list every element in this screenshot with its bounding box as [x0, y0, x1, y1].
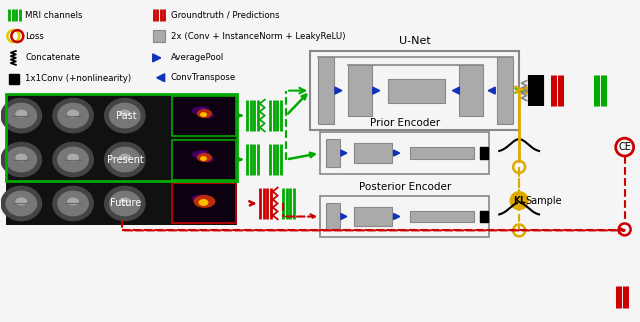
- Text: Groundtruth / Predictions: Groundtruth / Predictions: [171, 11, 279, 20]
- Text: Present: Present: [108, 155, 144, 165]
- Polygon shape: [488, 87, 495, 94]
- Bar: [354, 207, 392, 226]
- Polygon shape: [341, 213, 347, 220]
- Ellipse shape: [191, 107, 207, 115]
- Polygon shape: [341, 150, 347, 156]
- Ellipse shape: [200, 150, 209, 155]
- Ellipse shape: [200, 156, 207, 161]
- Bar: [410, 147, 474, 159]
- Ellipse shape: [202, 156, 214, 163]
- Ellipse shape: [202, 201, 214, 206]
- Bar: [6, 94, 237, 182]
- Ellipse shape: [57, 103, 89, 128]
- Bar: [172, 184, 236, 223]
- Ellipse shape: [109, 147, 141, 172]
- Text: Prior Encoder: Prior Encoder: [369, 118, 440, 128]
- Bar: [320, 196, 489, 237]
- Ellipse shape: [57, 147, 89, 172]
- Text: KL: KL: [513, 196, 525, 205]
- Bar: [10, 74, 19, 84]
- Ellipse shape: [15, 197, 28, 205]
- Ellipse shape: [52, 185, 94, 221]
- Bar: [320, 132, 489, 174]
- Text: ConvTranspose: ConvTranspose: [171, 73, 236, 82]
- Text: Posterior Encoder: Posterior Encoder: [358, 182, 451, 192]
- Bar: [173, 139, 236, 179]
- Polygon shape: [335, 87, 342, 94]
- Text: 1x1Conv (+nonlinearity): 1x1Conv (+nonlinearity): [26, 74, 131, 83]
- Text: Future: Future: [110, 198, 141, 208]
- Bar: [410, 211, 474, 223]
- Ellipse shape: [119, 154, 131, 162]
- Ellipse shape: [67, 154, 79, 162]
- Text: 2x (Conv + InstanceNorm + LeakyReLU): 2x (Conv + InstanceNorm + LeakyReLU): [171, 32, 345, 41]
- Ellipse shape: [104, 185, 146, 221]
- Ellipse shape: [104, 142, 146, 177]
- Bar: [318, 57, 334, 124]
- Text: U-Net: U-Net: [399, 36, 431, 46]
- Bar: [172, 96, 236, 136]
- Ellipse shape: [197, 109, 212, 118]
- Ellipse shape: [1, 142, 42, 177]
- Bar: [326, 203, 340, 231]
- Ellipse shape: [1, 185, 42, 221]
- Ellipse shape: [15, 154, 28, 162]
- Text: Concatenate: Concatenate: [26, 53, 80, 62]
- Ellipse shape: [200, 106, 209, 111]
- Circle shape: [510, 192, 528, 210]
- Ellipse shape: [200, 194, 209, 199]
- Bar: [388, 79, 445, 102]
- Bar: [348, 65, 372, 116]
- Ellipse shape: [193, 195, 216, 208]
- Text: Loss: Loss: [26, 32, 44, 41]
- Text: AveragePool: AveragePool: [171, 53, 224, 62]
- Polygon shape: [157, 74, 164, 82]
- Bar: [310, 51, 519, 130]
- Text: CE: CE: [618, 142, 631, 152]
- Ellipse shape: [5, 191, 37, 216]
- Ellipse shape: [109, 191, 141, 216]
- Ellipse shape: [202, 113, 214, 118]
- Ellipse shape: [191, 194, 207, 203]
- Polygon shape: [372, 87, 380, 94]
- Bar: [460, 65, 483, 116]
- Ellipse shape: [57, 191, 89, 216]
- Ellipse shape: [198, 199, 209, 206]
- Bar: [153, 30, 164, 42]
- Bar: [480, 211, 488, 223]
- Bar: [172, 139, 236, 179]
- Text: Sample: Sample: [525, 196, 563, 206]
- Ellipse shape: [191, 151, 207, 158]
- Text: Past: Past: [116, 110, 136, 120]
- Bar: [354, 143, 392, 163]
- Bar: [480, 147, 488, 159]
- Bar: [521, 87, 527, 93]
- Bar: [6, 94, 237, 225]
- Text: MRI channels: MRI channels: [26, 11, 83, 20]
- Bar: [497, 57, 513, 124]
- Ellipse shape: [119, 109, 131, 118]
- Ellipse shape: [104, 98, 146, 133]
- Ellipse shape: [5, 103, 37, 128]
- Ellipse shape: [15, 109, 28, 118]
- Ellipse shape: [109, 103, 141, 128]
- Polygon shape: [394, 213, 399, 220]
- Ellipse shape: [67, 197, 79, 205]
- Polygon shape: [153, 54, 161, 62]
- Ellipse shape: [200, 112, 207, 117]
- Ellipse shape: [52, 98, 94, 133]
- Ellipse shape: [5, 147, 37, 172]
- Ellipse shape: [52, 142, 94, 177]
- Ellipse shape: [1, 98, 42, 133]
- Ellipse shape: [67, 109, 79, 118]
- Ellipse shape: [119, 197, 131, 205]
- Bar: [326, 139, 340, 167]
- Ellipse shape: [197, 153, 212, 162]
- Bar: [173, 184, 236, 223]
- Polygon shape: [394, 150, 399, 156]
- Bar: [173, 96, 236, 136]
- Polygon shape: [452, 87, 460, 94]
